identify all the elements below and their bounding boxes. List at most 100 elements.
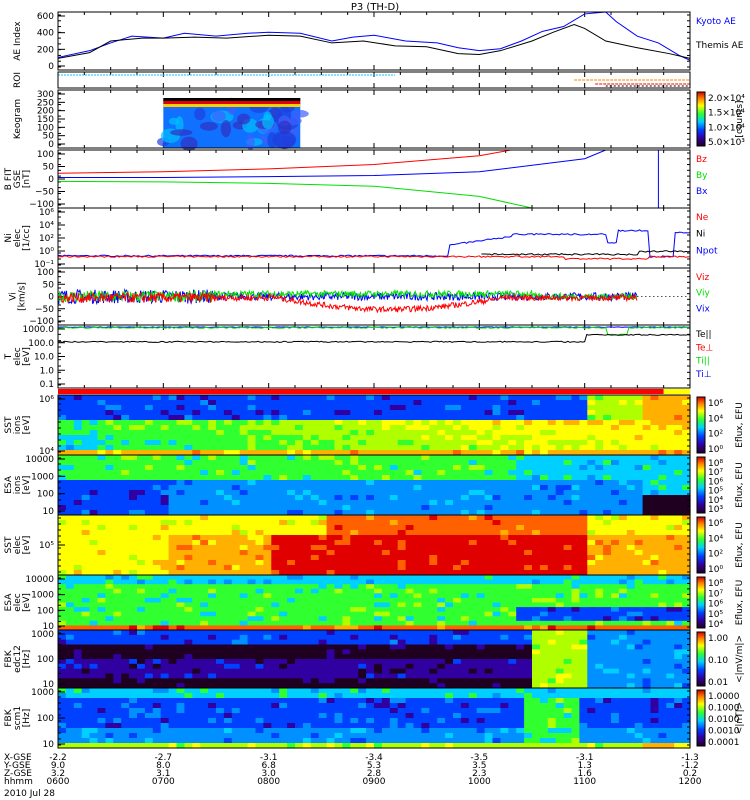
spectrogram-cell bbox=[587, 440, 596, 446]
spectrogram-cell bbox=[129, 455, 138, 461]
spectrogram-cell bbox=[58, 570, 67, 576]
spectrogram-cell bbox=[405, 490, 415, 496]
spectrogram-cell bbox=[500, 510, 509, 516]
spectrogram-cell bbox=[626, 475, 636, 481]
spectrogram-cell bbox=[350, 575, 359, 581]
spectrogram-cell bbox=[508, 480, 517, 486]
spectrogram-cell bbox=[255, 555, 264, 561]
spectrogram-cell bbox=[97, 639, 106, 646]
spectrogram-cell bbox=[287, 620, 296, 627]
spectrogram-cell bbox=[58, 644, 67, 650]
spectrogram-cell bbox=[460, 515, 470, 521]
spectrogram-cell bbox=[374, 495, 383, 501]
spectrogram-cell bbox=[421, 597, 430, 604]
spectrogram-cell bbox=[223, 475, 233, 481]
spectrogram-cell bbox=[231, 535, 241, 541]
spectrogram-cell bbox=[437, 445, 446, 451]
spectrogram-cell bbox=[508, 510, 517, 516]
spectrogram-cell bbox=[555, 480, 565, 486]
spectrogram-cell bbox=[105, 430, 114, 436]
spectrogram-cell bbox=[271, 525, 280, 531]
spectrogram-cell bbox=[216, 584, 225, 590]
spectrogram-cell bbox=[247, 450, 257, 456]
spectrogram-cell bbox=[397, 555, 407, 561]
spectrogram-cell bbox=[279, 485, 288, 491]
y-axis-title: ions bbox=[13, 415, 23, 434]
spectrogram-cell bbox=[563, 540, 573, 546]
spectrogram-cell bbox=[231, 550, 241, 556]
spectrogram-cell bbox=[231, 584, 241, 590]
spectrogram-cell bbox=[81, 593, 91, 599]
spectrogram-cell bbox=[389, 565, 399, 571]
spectrogram-cell bbox=[334, 593, 343, 599]
spectrogram-cell bbox=[231, 570, 241, 576]
spectrogram-cell bbox=[184, 510, 193, 516]
spectrogram-cell bbox=[129, 435, 138, 441]
spectrogram-cell bbox=[508, 525, 517, 531]
spectrogram-cell bbox=[271, 584, 280, 590]
spectrogram-cell bbox=[658, 570, 667, 576]
spectrogram-cell bbox=[421, 410, 430, 416]
spectrogram-cell bbox=[642, 597, 652, 604]
spectrogram-cell bbox=[208, 505, 217, 511]
spectrogram-cell bbox=[468, 490, 478, 496]
spectrogram-cell bbox=[492, 495, 501, 501]
spectrogram-cell bbox=[571, 535, 580, 541]
spectrogram-cell bbox=[89, 510, 99, 516]
spectrogram-cell bbox=[231, 475, 241, 481]
spectrogram-cell bbox=[476, 490, 486, 496]
spectrogram-cell bbox=[579, 545, 588, 551]
spectrogram-cell bbox=[223, 485, 233, 491]
spectrogram-cell bbox=[650, 430, 659, 436]
spectrogram-cell bbox=[405, 593, 415, 599]
spectrogram-cell bbox=[176, 430, 185, 436]
spectrogram-cell bbox=[144, 470, 154, 476]
spectrogram-cell bbox=[295, 395, 304, 401]
spectrogram-cell bbox=[603, 530, 612, 536]
spectrogram-cell bbox=[484, 570, 494, 576]
spectrogram-cell bbox=[302, 425, 312, 431]
spectrogram-cell bbox=[65, 616, 75, 622]
spectrogram-cell bbox=[508, 570, 517, 576]
spectrogram-cell bbox=[532, 625, 541, 631]
spectrogram-cell bbox=[555, 575, 565, 581]
spectrogram-cell bbox=[121, 588, 130, 594]
spectrogram-cell bbox=[618, 565, 628, 571]
spectrogram-cell bbox=[389, 579, 399, 585]
spectrogram-cell bbox=[563, 480, 573, 486]
spectrogram-cell bbox=[658, 625, 667, 631]
spectrogram-cell bbox=[295, 490, 304, 496]
spectrogram-cell bbox=[208, 545, 217, 551]
spectrogram-cell bbox=[223, 405, 233, 411]
spectrogram-cell bbox=[279, 555, 288, 561]
spectrogram-cell bbox=[144, 405, 154, 411]
spectrogram-cell bbox=[524, 616, 533, 622]
spectrogram-cell bbox=[453, 602, 462, 608]
spectrogram-cell bbox=[121, 505, 130, 511]
spectrogram-cell bbox=[634, 616, 644, 622]
spectrogram-cell bbox=[247, 400, 257, 406]
spectrogram-cell bbox=[137, 525, 146, 531]
spectrogram-cell bbox=[334, 540, 343, 546]
spectrogram-cell bbox=[295, 500, 304, 506]
spectrogram-cell bbox=[429, 565, 438, 571]
spectrogram-cell bbox=[563, 435, 573, 441]
spectrogram-cell bbox=[484, 455, 494, 461]
spectrogram-cell bbox=[81, 644, 91, 650]
spectrogram-cell bbox=[168, 500, 178, 506]
spectrogram-cell bbox=[358, 505, 367, 511]
spectrogram-cell bbox=[263, 505, 272, 511]
spectrogram-cell bbox=[358, 460, 367, 466]
spectrogram-cell bbox=[516, 420, 525, 426]
spectrogram-cell bbox=[666, 560, 675, 566]
spectrogram-cell bbox=[137, 515, 146, 521]
spectrogram-cell bbox=[532, 579, 541, 585]
spectrogram-cell bbox=[492, 550, 501, 556]
spectrogram-cell bbox=[144, 560, 154, 566]
spectrogram-cell bbox=[121, 485, 130, 491]
spectrogram-cell bbox=[460, 525, 470, 531]
spectrogram-cell bbox=[603, 405, 612, 411]
spectrogram-cell bbox=[587, 530, 596, 536]
spectrogram-cell bbox=[603, 602, 612, 608]
